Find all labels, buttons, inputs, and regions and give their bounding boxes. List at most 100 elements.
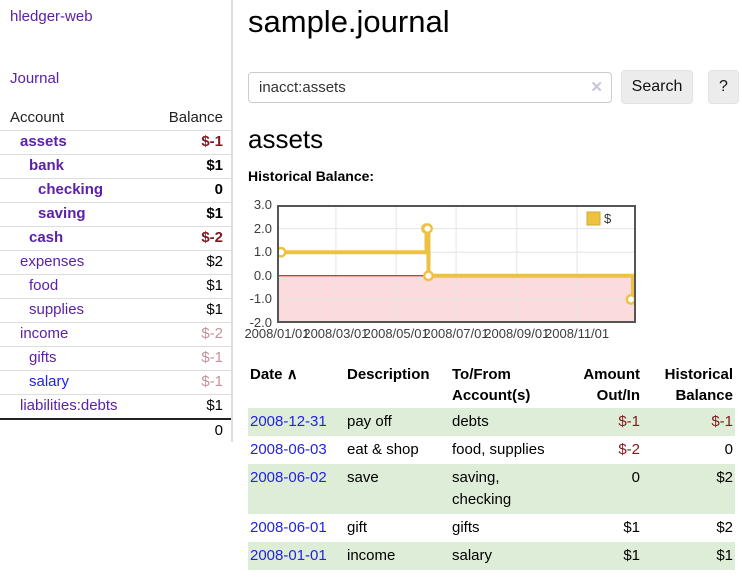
- account-link-cash[interactable]: cash: [29, 229, 64, 246]
- search-button[interactable]: Search: [621, 70, 693, 104]
- series-markers: [277, 223, 636, 305]
- account-balance: $-1: [201, 133, 223, 150]
- account-link-food[interactable]: food: [29, 277, 59, 294]
- account-balance: $-1: [201, 373, 223, 390]
- y-tick: -1.0: [249, 291, 272, 307]
- transaction-amount: $1: [623, 547, 640, 564]
- transaction-balance: 0: [724, 441, 733, 458]
- transaction-balance: $-1: [711, 413, 733, 430]
- account-link-assets[interactable]: assets: [20, 133, 67, 150]
- search-form: ✕ Search ?: [248, 70, 739, 104]
- legend-swatch: [586, 211, 601, 226]
- account-row: gifts $-1: [0, 346, 231, 370]
- account-row: assets $-1: [0, 130, 231, 154]
- transaction-date-link[interactable]: 2008-01-01: [250, 547, 327, 564]
- transaction-balance: $2: [716, 469, 733, 486]
- amount-column-header: Amount Out/In: [583, 366, 640, 404]
- account-heading: assets: [248, 124, 324, 154]
- transaction-accounts: saving, checking: [452, 469, 512, 508]
- account-link-income[interactable]: income: [20, 325, 69, 342]
- account-row: supplies $1: [0, 298, 231, 322]
- legend-label: $: [604, 211, 612, 226]
- account-balance: $-2: [201, 229, 223, 246]
- account-row: income $-2: [0, 322, 231, 346]
- account-row: salary $-1: [0, 370, 231, 394]
- accounts-table: Account Balance assets $-1 bank $1 check…: [0, 106, 231, 442]
- account-link-liabilities-debts[interactable]: liabilities:debts: [20, 397, 118, 414]
- transaction-amount: 0: [631, 469, 640, 486]
- y-tick: 2.0: [253, 220, 272, 236]
- transaction-accounts: gifts: [452, 519, 480, 536]
- account-balance: $-1: [201, 349, 223, 366]
- x-tick: 2008/03/01: [303, 326, 369, 341]
- account-link-gifts[interactable]: gifts: [29, 349, 57, 366]
- account-link-checking[interactable]: checking: [38, 181, 104, 198]
- account-balance: $1: [206, 205, 223, 222]
- y-tick: 1.0: [253, 244, 272, 260]
- balance-column-header: Balance: [168, 109, 223, 126]
- account-row: expenses $2: [0, 250, 231, 274]
- transaction-accounts: salary: [452, 547, 493, 564]
- account-column-header: To/From Account(s): [452, 366, 531, 404]
- sidebar: hledger-web Journal Account Balance asse…: [0, 0, 233, 442]
- account-row: food $1: [0, 274, 231, 298]
- account-balance: $-2: [201, 325, 223, 342]
- transaction-date-link[interactable]: 2008-06-03: [250, 441, 327, 458]
- x-tick: 2008/11/01: [545, 326, 610, 341]
- transaction-date-link[interactable]: 2008-12-31: [250, 413, 327, 430]
- register-header-row: Date ∧ Description To/From Account(s) Amo…: [248, 362, 735, 408]
- balance-column-header: Historical Balance: [664, 366, 733, 404]
- account-link-salary[interactable]: salary: [29, 373, 70, 390]
- help-button[interactable]: ?: [708, 70, 739, 104]
- plot-border: [277, 205, 636, 323]
- y-tick: 3.0: [253, 197, 272, 212]
- y-tick: -2.0: [249, 315, 272, 330]
- chart-legend: $: [586, 211, 612, 226]
- page-title: sample.journal: [248, 4, 450, 39]
- transaction-date-link[interactable]: 2008-06-01: [250, 519, 327, 536]
- account-link-expenses[interactable]: expenses: [20, 253, 85, 270]
- clear-search-icon[interactable]: ✕: [590, 79, 603, 96]
- transaction-description: income: [347, 547, 396, 564]
- sort-ascending-icon: ∧: [286, 366, 298, 383]
- x-tick: 2008/01/01: [244, 326, 310, 341]
- sidebar-item-journal[interactable]: Journal: [10, 70, 60, 87]
- account-row: cash $-2: [0, 226, 231, 250]
- historical-balance-chart: 3.0 2.0 1.0 0.0 -1.0 -2.0 $ 2008/01: [234, 197, 742, 350]
- search-input[interactable]: [248, 72, 612, 103]
- x-tick: 2008/07/01: [423, 326, 489, 341]
- app-brand-link[interactable]: hledger-web: [10, 8, 93, 25]
- account-balance: 0: [214, 181, 223, 198]
- account-balance: $1: [206, 157, 223, 174]
- account-link-supplies[interactable]: supplies: [29, 301, 85, 318]
- account-column-header: Account: [10, 109, 65, 126]
- transaction-description: gift: [347, 519, 368, 536]
- transaction-row: 2008-06-03 eat & shop food, supplies $-2…: [248, 436, 735, 464]
- account-balance: $1: [206, 277, 223, 294]
- transaction-row: 2008-06-02 save saving, checking 0 $2: [248, 464, 735, 514]
- account-row: checking 0: [0, 178, 231, 202]
- transaction-row: 2008-06-01 gift gifts $1 $2: [248, 514, 735, 542]
- account-link-bank[interactable]: bank: [29, 157, 65, 174]
- register-table: Date ∧ Description To/From Account(s) Amo…: [248, 362, 735, 570]
- date-header-label: Date: [250, 366, 283, 383]
- transaction-row: 2008-12-31 pay off debts $-1 $-1: [248, 408, 735, 436]
- description-column-header: Description: [347, 366, 430, 383]
- x-tick: 2008/09/01: [484, 326, 550, 341]
- transaction-amount: $-2: [618, 441, 640, 458]
- accounts-total: 0: [0, 418, 231, 442]
- account-balance: $2: [206, 253, 223, 270]
- transaction-balance: $1: [716, 547, 733, 564]
- account-row: liabilities:debts $1: [0, 394, 231, 418]
- balance-chart-svg: $: [277, 205, 636, 323]
- transaction-date-link[interactable]: 2008-06-02: [250, 469, 327, 486]
- account-link-saving[interactable]: saving: [38, 205, 86, 222]
- transaction-amount: $-1: [618, 413, 640, 430]
- account-balance: $1: [206, 397, 223, 414]
- chart-heading: Historical Balance:: [248, 168, 375, 184]
- date-column-header[interactable]: Date ∧: [248, 362, 345, 408]
- transaction-amount: $1: [623, 519, 640, 536]
- main-content: sample.journal ✕ Search ? assets Histori…: [234, 0, 742, 582]
- accounts-table-header: Account Balance: [0, 106, 231, 130]
- transaction-description: eat & shop: [347, 441, 419, 458]
